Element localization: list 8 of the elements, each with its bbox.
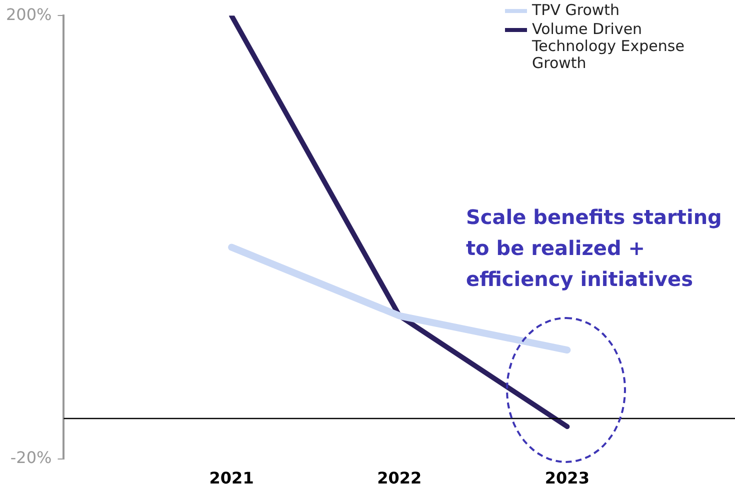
legend-label: TPV Growth	[532, 1, 620, 19]
annotation: Scale benefits starting to be realized + efficiency initiatives	[466, 204, 723, 293]
x-tick-label: 2023	[544, 468, 590, 488]
legend-label: Volume Driven Technology Expense Growth	[532, 20, 686, 72]
x-tick-label: 2021	[209, 468, 254, 488]
y-tick-label: -20%	[10, 448, 52, 467]
y-tick-label: 200%	[6, 4, 52, 24]
x-tick-label: 2022	[377, 468, 422, 488]
